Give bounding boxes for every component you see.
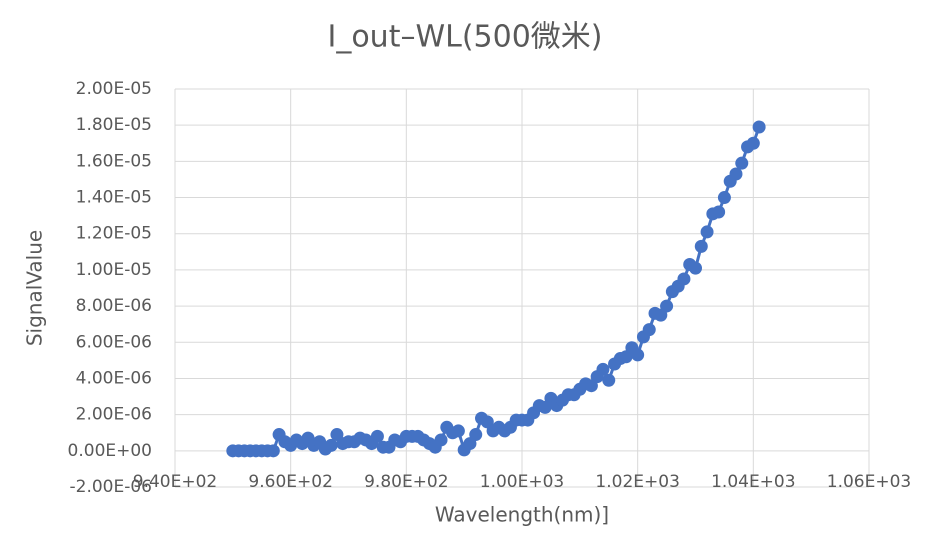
x-tick-label: 1.06E+03	[827, 472, 911, 492]
y-tick-label: 1.60E-05	[76, 151, 152, 171]
x-tick-label: 1.00E+03	[480, 472, 564, 492]
data-point	[689, 261, 702, 275]
data-point	[694, 239, 708, 253]
data-point	[660, 299, 674, 313]
y-tick-label: 1.40E-05	[76, 188, 152, 208]
y-tick-label: 2.00E-05	[76, 79, 152, 99]
data-point	[596, 362, 610, 376]
x-tick-label: 9.80E+02	[364, 472, 448, 492]
y-axis-label: SignalValue	[23, 230, 47, 346]
data-point	[434, 433, 448, 447]
data-point	[631, 348, 645, 362]
y-tick-label: 4.00E-06	[76, 368, 152, 388]
x-tick-label: 1.04E+03	[711, 472, 795, 492]
data-point	[677, 272, 691, 286]
x-tick-label: 1.02E+03	[595, 472, 679, 492]
chart-title: I_out–WL(500微米)	[327, 20, 602, 55]
y-tick-label: 1.80E-05	[76, 115, 152, 135]
data-point	[700, 225, 714, 239]
data-point	[642, 323, 656, 337]
x-tick-label: 9.40E+02	[133, 472, 217, 492]
data-point	[712, 205, 726, 219]
data-point	[717, 191, 731, 205]
data-point	[324, 438, 338, 452]
data-point	[266, 444, 280, 458]
data-point	[602, 373, 616, 387]
y-tick-label: 0.00E+00	[68, 441, 152, 461]
data-point	[469, 428, 483, 442]
y-tick-label: -2.00E-06	[70, 477, 153, 497]
data-point	[752, 120, 766, 134]
y-tick-label: 6.00E-06	[76, 332, 152, 352]
y-tick-label: 8.00E-06	[76, 296, 152, 316]
x-tick-label: 9.60E+02	[248, 472, 332, 492]
data-point	[735, 156, 749, 170]
data-point	[451, 424, 465, 438]
x-axis-label: Wavelength(nm)]	[435, 503, 609, 527]
y-tick-label: 1.00E-05	[76, 260, 152, 280]
data-point	[746, 136, 760, 150]
y-tick-label: 1.20E-05	[76, 224, 152, 244]
data-point	[729, 167, 743, 181]
data-point	[370, 429, 384, 443]
y-tick-label: 2.00E-06	[76, 405, 152, 425]
